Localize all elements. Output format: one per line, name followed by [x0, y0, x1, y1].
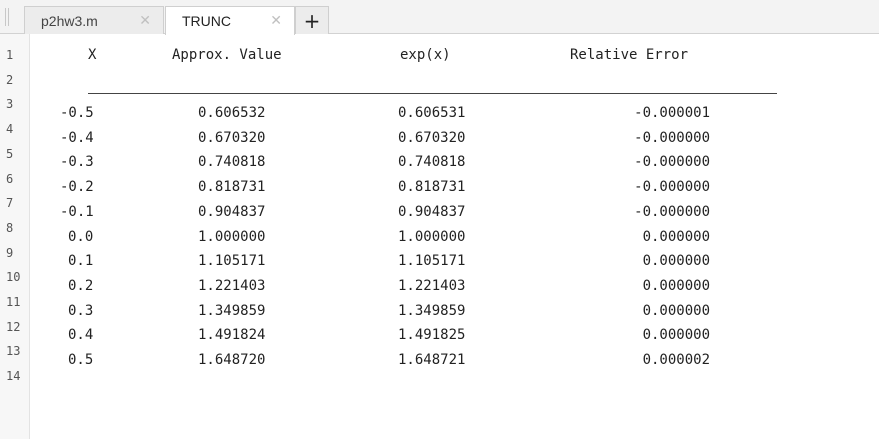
cell-x: -0.4 — [60, 130, 94, 146]
line-number: 4 — [6, 122, 14, 136]
cell-exp: 0.904837 — [398, 204, 466, 220]
cell-exp: 1.105171 — [398, 253, 466, 269]
table-row: 0.4 1.491824 1.491825 0.000000 — [30, 323, 879, 347]
cell-x: 0.5 — [68, 352, 94, 368]
cell-approx: 1.221403 — [198, 278, 266, 294]
cell-exp: 1.491825 — [398, 327, 466, 343]
cell-relative-error: 0.000000 — [642, 253, 710, 269]
line-number: 13 — [6, 344, 21, 358]
table-row: -0.1 0.904837 0.904837 -0.000000 — [30, 200, 879, 224]
cell-approx: 0.670320 — [198, 130, 266, 146]
cell-x: 0.0 — [68, 229, 94, 245]
cell-relative-error: 0.000002 — [642, 352, 710, 368]
cell-x: 0.1 — [68, 253, 94, 269]
close-icon[interactable]: ✕ — [270, 13, 282, 29]
line-number: 10 — [6, 270, 21, 284]
line-number: 9 — [6, 246, 14, 260]
line-number: 7 — [6, 196, 14, 210]
cell-exp: 0.818731 — [398, 179, 466, 195]
header-exp: exp(x) — [400, 47, 451, 63]
table-row: -0.4 0.670320 0.670320 -0.000000 — [30, 126, 879, 150]
cell-x: -0.5 — [60, 105, 94, 121]
cell-exp: 0.606531 — [398, 105, 466, 121]
line-number: 11 — [6, 295, 21, 309]
line-number: 6 — [6, 172, 14, 186]
cell-relative-error: -0.000001 — [634, 105, 710, 121]
table-row: 0.5 1.648720 1.648721 0.000002 — [30, 348, 879, 372]
table-row: 0.0 1.000000 1.000000 0.000000 — [30, 225, 879, 249]
cell-approx: 1.491824 — [198, 327, 266, 343]
cell-approx: 1.105171 — [198, 253, 266, 269]
cell-relative-error: -0.000000 — [634, 204, 710, 220]
cell-relative-error: 0.000000 — [642, 303, 710, 319]
text-editor[interactable]: X Approx. Value exp(x) Relative Error -0… — [30, 34, 879, 439]
line-number: 1 — [6, 48, 14, 62]
cell-x: 0.2 — [68, 278, 94, 294]
cell-approx: 1.000000 — [198, 229, 266, 245]
add-tab-button[interactable]: + — [295, 6, 329, 34]
cell-approx: 0.904837 — [198, 204, 266, 220]
table-row: -0.5 0.606532 0.606531 -0.000001 — [30, 101, 879, 125]
line-number: 14 — [6, 369, 21, 383]
table-row: -0.3 0.740818 0.740818 -0.000000 — [30, 150, 879, 174]
line-number-gutter — [0, 34, 30, 439]
line-number: 8 — [6, 221, 14, 235]
cell-x: -0.3 — [60, 154, 94, 170]
cell-relative-error: -0.000000 — [634, 130, 710, 146]
header-approx: Approx. Value — [172, 47, 282, 63]
table-row: 0.3 1.349859 1.349859 0.000000 — [30, 299, 879, 323]
header-row: X Approx. Value exp(x) Relative Error — [30, 43, 879, 67]
cell-exp: 1.221403 — [398, 278, 466, 294]
tab-label: TRUNC — [182, 13, 231, 29]
tab-label: p2hw3.m — [41, 12, 98, 29]
table-row: 0.2 1.221403 1.221403 0.000000 — [30, 274, 879, 298]
cell-x: -0.2 — [60, 179, 94, 195]
cell-exp: 1.000000 — [398, 229, 466, 245]
cell-relative-error: 0.000000 — [642, 229, 710, 245]
cell-x: 0.4 — [68, 327, 94, 343]
cell-approx: 0.818731 — [198, 179, 266, 195]
plus-icon: + — [303, 8, 321, 33]
header-divider — [88, 93, 777, 94]
header-x: X — [88, 47, 97, 63]
tab-p2hw3[interactable]: p2hw3.m ✕ — [24, 6, 164, 34]
cell-approx: 1.648720 — [198, 352, 266, 368]
tab-trunc[interactable]: TRUNC ✕ — [165, 6, 295, 35]
cell-relative-error: 0.000000 — [642, 327, 710, 343]
cell-approx: 0.740818 — [198, 154, 266, 170]
header-relative-error: Relative Error — [570, 47, 689, 63]
tab-bar: p2hw3.m ✕ TRUNC ✕ + — [0, 0, 879, 35]
cell-exp: 0.670320 — [398, 130, 466, 146]
line-number: 3 — [6, 97, 14, 111]
cell-approx: 0.606532 — [198, 105, 266, 121]
cell-exp: 1.349859 — [398, 303, 466, 319]
line-number: 12 — [6, 320, 21, 334]
cell-exp: 1.648721 — [398, 352, 466, 368]
table-row: -0.2 0.818731 0.818731 -0.000000 — [30, 175, 879, 199]
cell-relative-error: -0.000000 — [634, 179, 710, 195]
cell-exp: 0.740818 — [398, 154, 466, 170]
tab-bar-grip[interactable] — [5, 8, 9, 26]
line-number: 5 — [6, 147, 14, 161]
line-number: 2 — [6, 73, 14, 87]
table-row: 0.1 1.105171 1.105171 0.000000 — [30, 249, 879, 273]
cell-relative-error: 0.000000 — [642, 278, 710, 294]
cell-x: 0.3 — [68, 303, 94, 319]
cell-x: -0.1 — [60, 204, 94, 220]
close-icon[interactable]: ✕ — [139, 13, 151, 29]
cell-approx: 1.349859 — [198, 303, 266, 319]
cell-relative-error: -0.000000 — [634, 154, 710, 170]
